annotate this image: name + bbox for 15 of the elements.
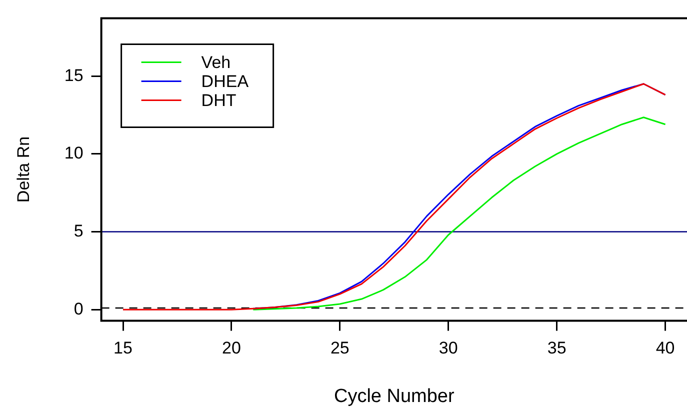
x-tick-label: 20	[222, 338, 241, 358]
x-tick-label: 25	[330, 338, 350, 358]
y-tick-label: 0	[74, 299, 84, 318]
x-axis-title: Cycle Number	[334, 386, 456, 407]
x-tick-label: 40	[656, 338, 675, 358]
y-axis-title: Delta Rn	[14, 136, 33, 203]
y-tick-label: 5	[74, 221, 84, 240]
x-tick-label: 15	[114, 338, 132, 358]
y-tick-label: 15	[64, 66, 84, 85]
legend-label: DHEA	[201, 72, 250, 91]
legend-label: Veh	[201, 52, 231, 72]
legend-label: DHT	[201, 90, 236, 110]
x-tick-label: 30	[438, 338, 458, 358]
x-tick-label: 35	[547, 338, 566, 358]
y-tick-label: 10	[64, 144, 84, 163]
